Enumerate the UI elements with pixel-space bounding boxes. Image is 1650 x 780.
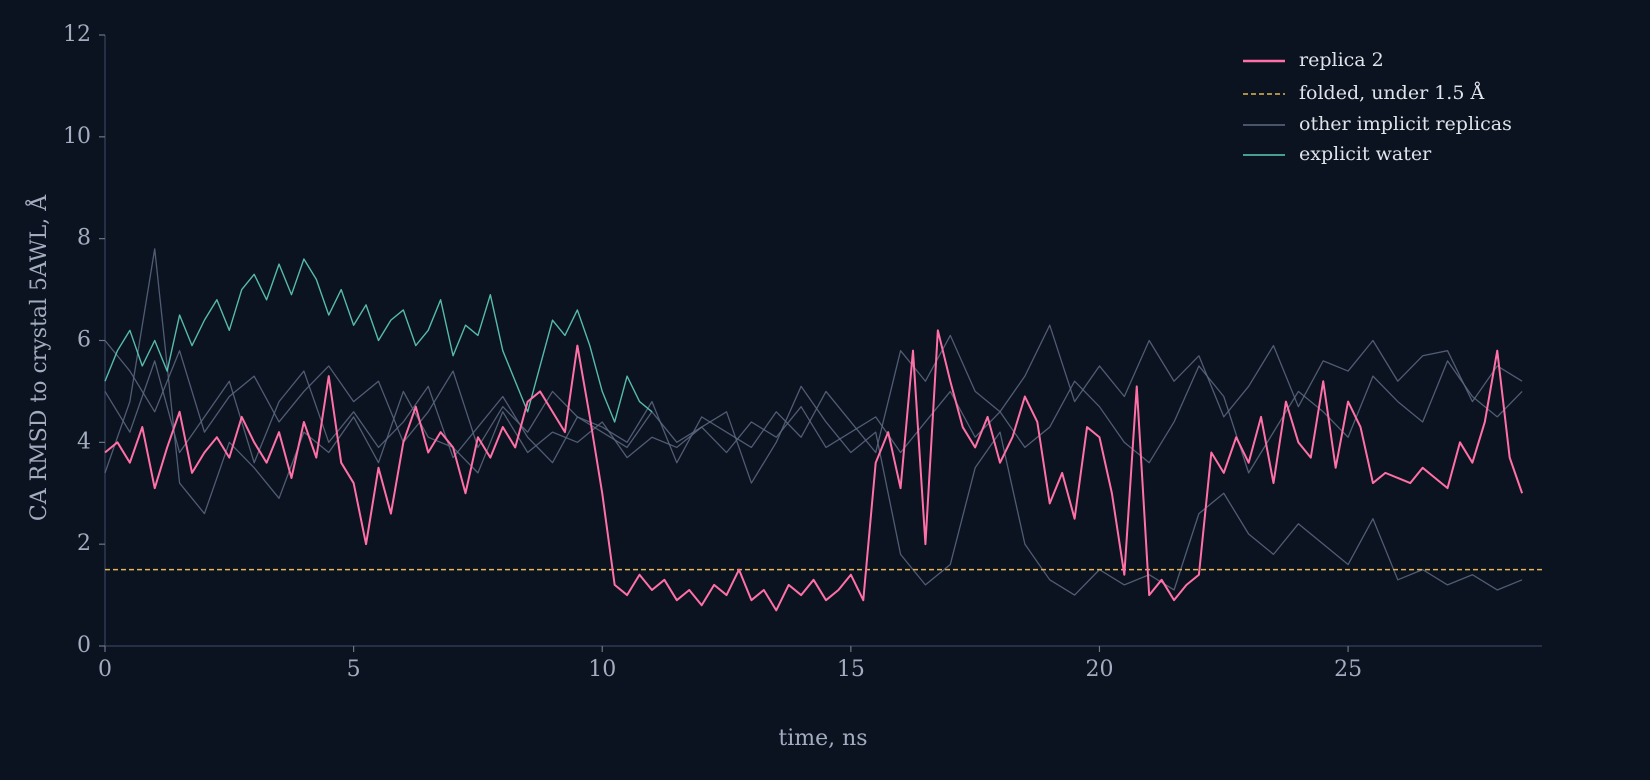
y-tick-label: 10 xyxy=(63,124,91,149)
y-tick-label: 12 xyxy=(63,22,91,47)
series-line xyxy=(104,248,1523,596)
x-tick-label: 15 xyxy=(837,657,865,682)
x-tick-label: 20 xyxy=(1085,657,1113,682)
x-tick-label: 25 xyxy=(1334,657,1362,682)
legend-label: folded, under 1.5 Å xyxy=(1299,82,1484,104)
y-tick-label: 4 xyxy=(77,429,91,454)
y-tick-label: 8 xyxy=(77,226,91,251)
x-tick-label: 0 xyxy=(98,657,112,682)
y-tick-label: 0 xyxy=(77,633,91,658)
series-line xyxy=(104,324,1523,464)
x-tick-label: 5 xyxy=(347,657,361,682)
series-line xyxy=(104,258,653,423)
legend-label: other implicit replicas xyxy=(1299,113,1512,135)
series-line xyxy=(104,329,1524,612)
y-tick-label: 2 xyxy=(77,531,91,556)
y-tick-label: 6 xyxy=(77,328,91,353)
series-line xyxy=(104,360,1523,474)
y-axis-label: CA RMSD to crystal 5AWL, Å xyxy=(24,194,52,521)
legend-label: replica 2 xyxy=(1299,49,1384,71)
legend-label: explicit water xyxy=(1299,143,1432,165)
x-tick-label: 10 xyxy=(588,657,616,682)
x-axis-label: time, ns xyxy=(778,726,867,751)
